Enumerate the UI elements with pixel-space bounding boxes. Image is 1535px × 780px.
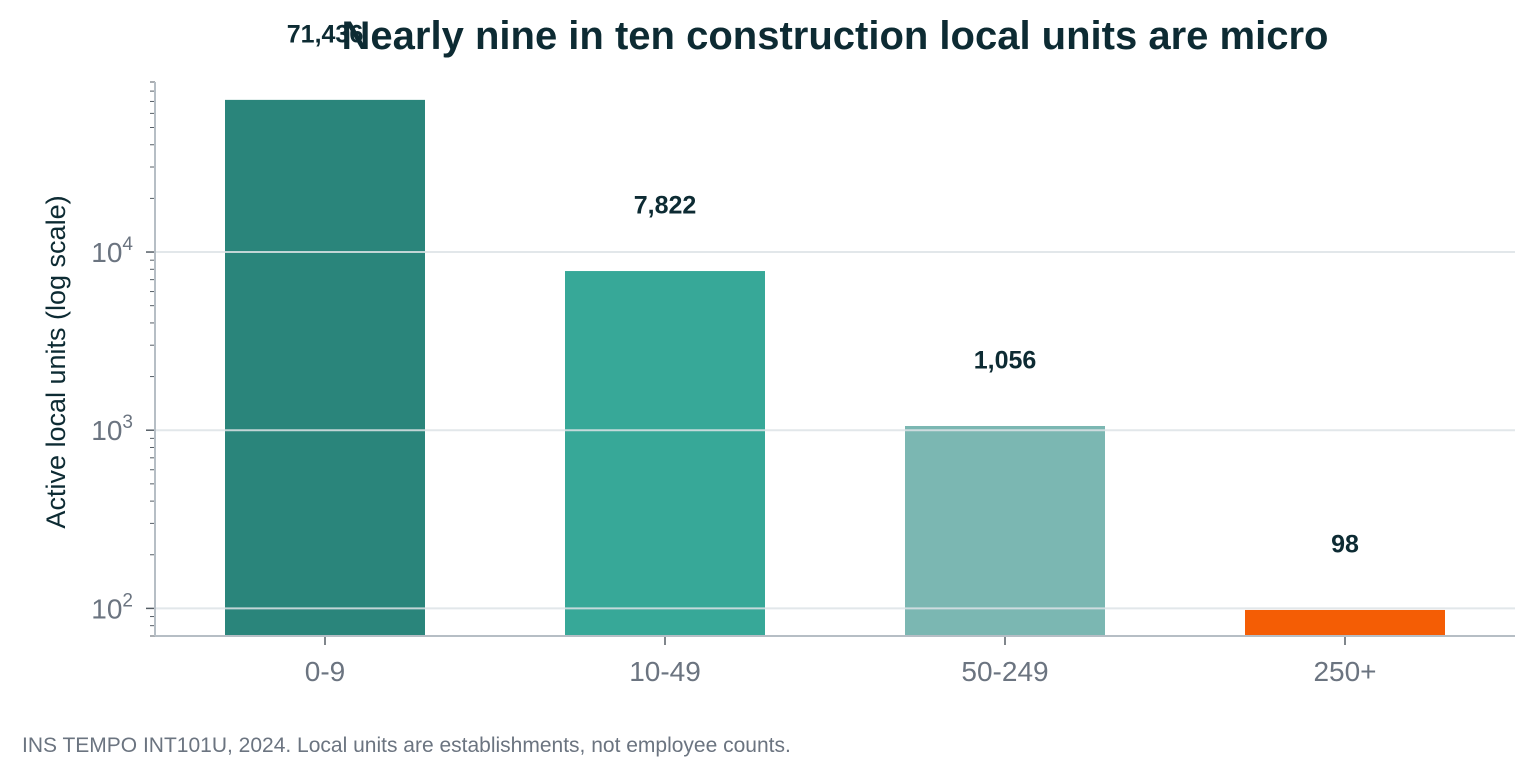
x-tick-label-50-249: 50-249 — [961, 656, 1048, 687]
bar-250+ — [1245, 609, 1445, 636]
bar-0-9 — [225, 99, 425, 636]
data-label-50-249: 1,056 — [974, 347, 1037, 375]
y-axis-label: Active local units (log scale) — [41, 195, 71, 528]
chart-title: Nearly nine in ten construction local un… — [341, 14, 1329, 58]
y-tick-label-10000: 104 — [91, 234, 133, 268]
x-tick-label-10-49: 10-49 — [629, 656, 701, 687]
axes: 0-9 10-49 50-249 250+ 102 103 104 — [91, 81, 1515, 687]
y-tick-label-100: 102 — [91, 590, 133, 624]
bar-10-49 — [565, 271, 765, 636]
data-label-250+: 98 — [1331, 531, 1359, 559]
bars — [155, 99, 1515, 636]
x-tick-label-0-9: 0-9 — [305, 656, 345, 687]
y-tick-label-1000: 103 — [91, 412, 133, 446]
data-label-0-9: 71,436 — [287, 20, 363, 48]
data-label-10-49: 7,822 — [634, 192, 697, 220]
data-labels: 71,436 7,822 1,056 98 — [287, 20, 1359, 558]
source-note: INS TEMPO INT101U, 2024. Local units are… — [22, 734, 791, 757]
bar-50-249 — [905, 425, 1105, 636]
x-tick-label-250+: 250+ — [1313, 656, 1376, 687]
